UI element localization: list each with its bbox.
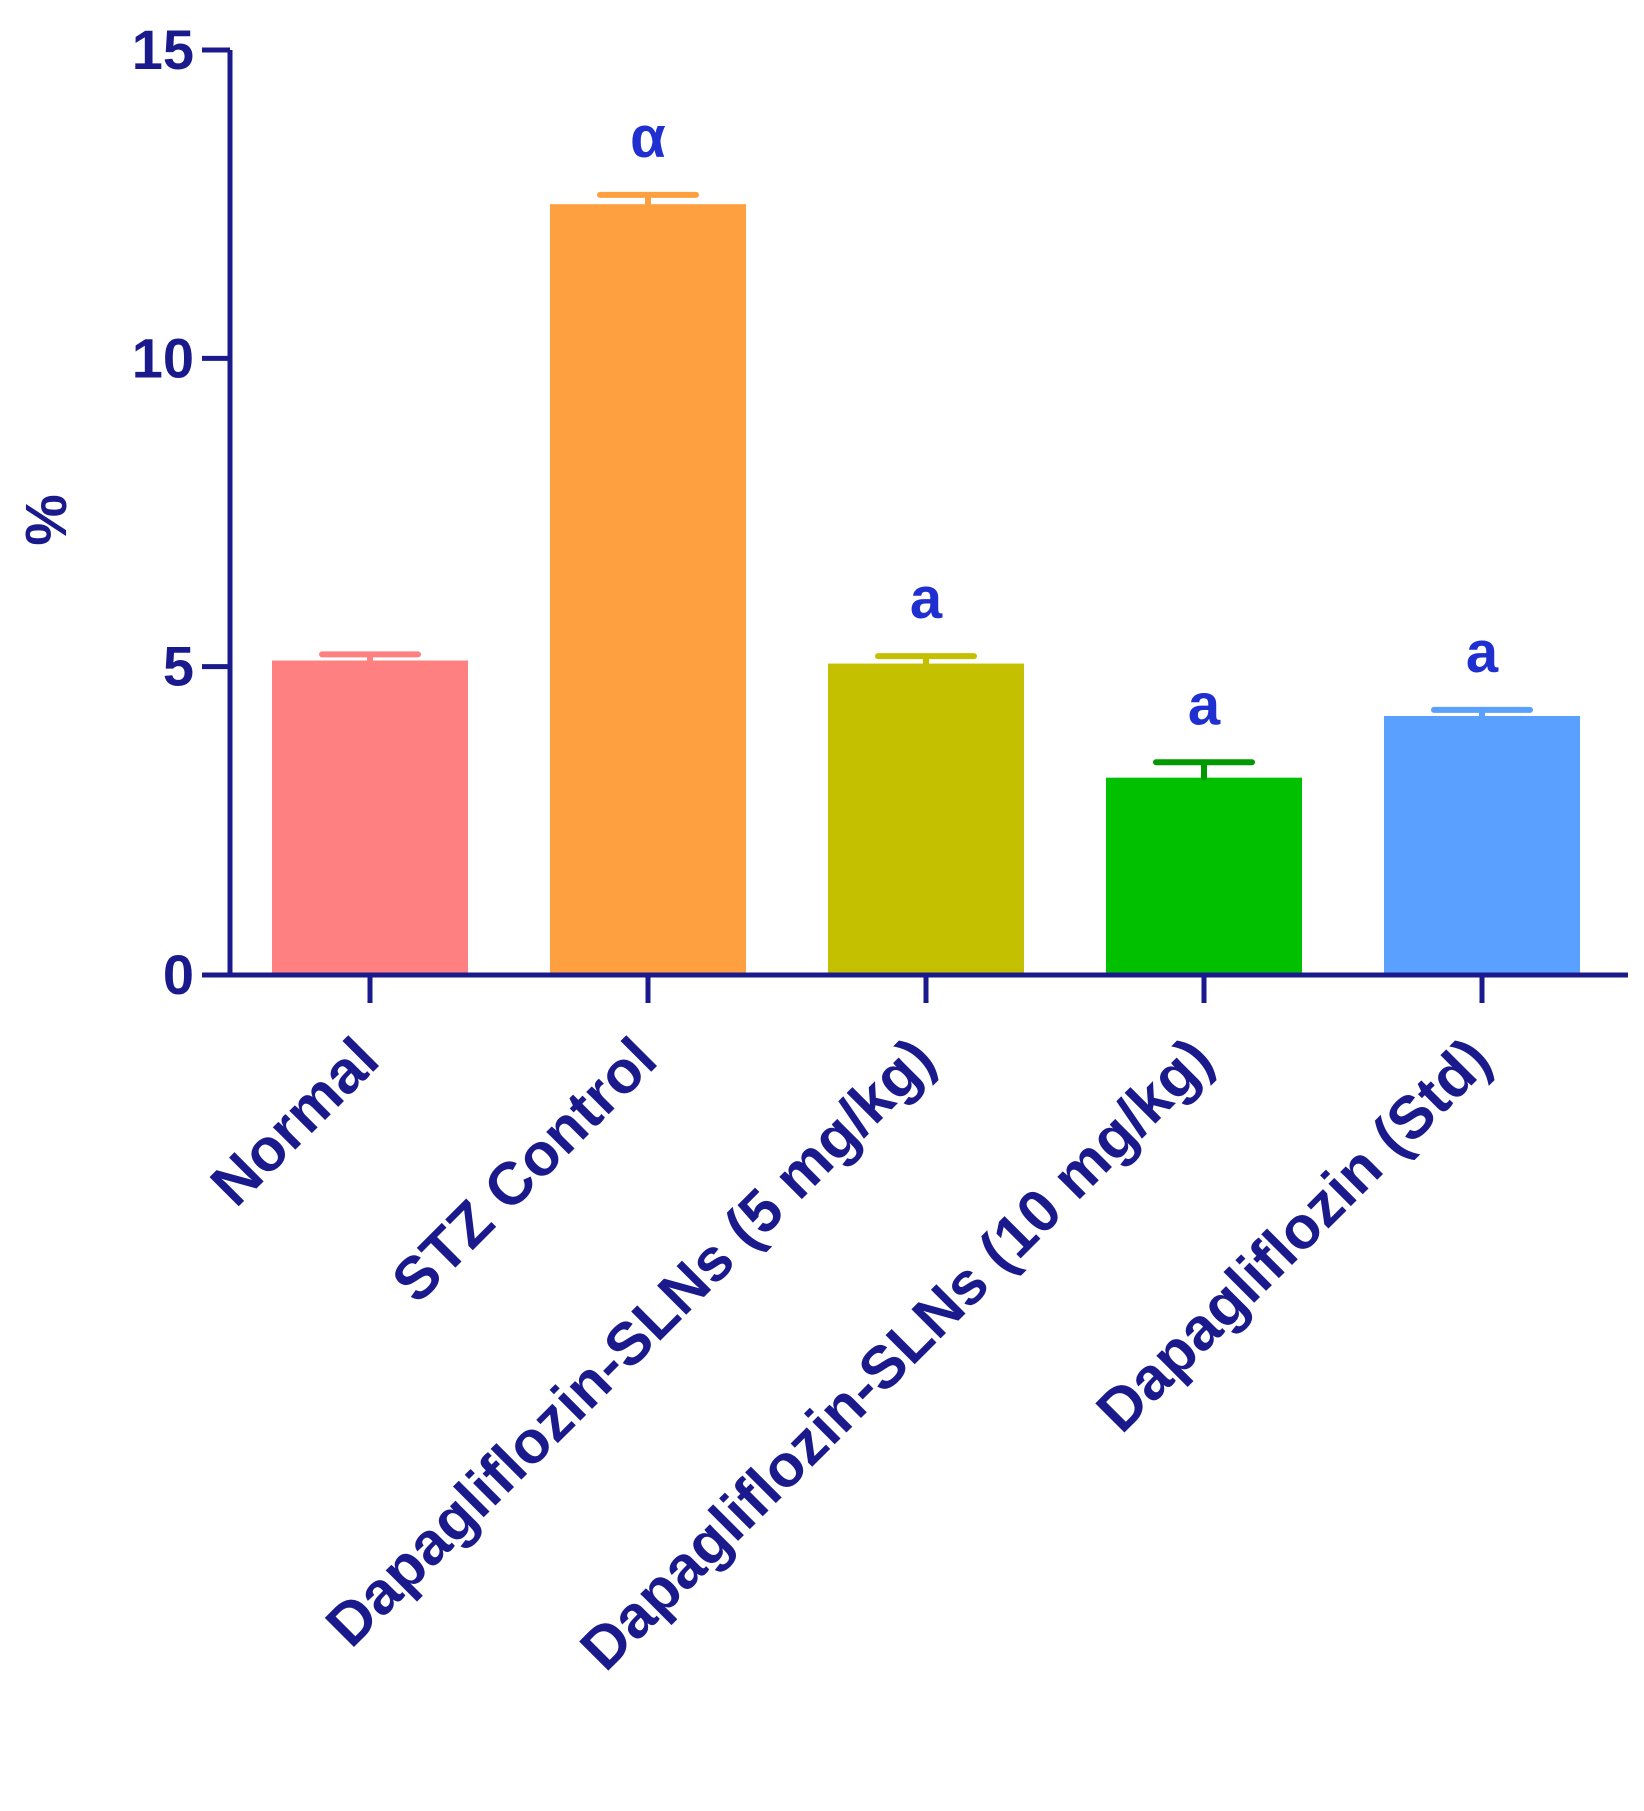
significance-annotation: a: [1188, 672, 1221, 737]
error-bars-layer: [319, 191, 1533, 781]
significance-annotation: a: [1466, 620, 1499, 685]
bar: [828, 663, 1024, 975]
bar: [1384, 716, 1580, 975]
bars-layer: [272, 204, 1580, 975]
y-tick-label: 10: [132, 326, 194, 389]
x-ticks-layer: [367, 975, 1485, 1003]
y-tick-label: 5: [163, 635, 194, 698]
x-category-label: Normal: [198, 1025, 392, 1219]
significance-annotation: α: [630, 105, 666, 170]
bar: [272, 660, 468, 975]
y-tick-label: 15: [132, 18, 194, 81]
x-category-label: STZ Control: [379, 1025, 669, 1315]
significance-annotation: a: [910, 566, 943, 631]
annotations-layer: α a a a: [630, 105, 1499, 737]
bar: [550, 204, 746, 975]
y-axis-title: %: [14, 494, 79, 546]
bar: [1106, 777, 1302, 975]
y-tick-label: 0: [163, 943, 194, 1006]
x-category-label: Dapagliflozin-SLNs (5 mg/kg): [313, 1025, 947, 1659]
y-ticks-layer: 0 5 10 15: [132, 18, 230, 1006]
